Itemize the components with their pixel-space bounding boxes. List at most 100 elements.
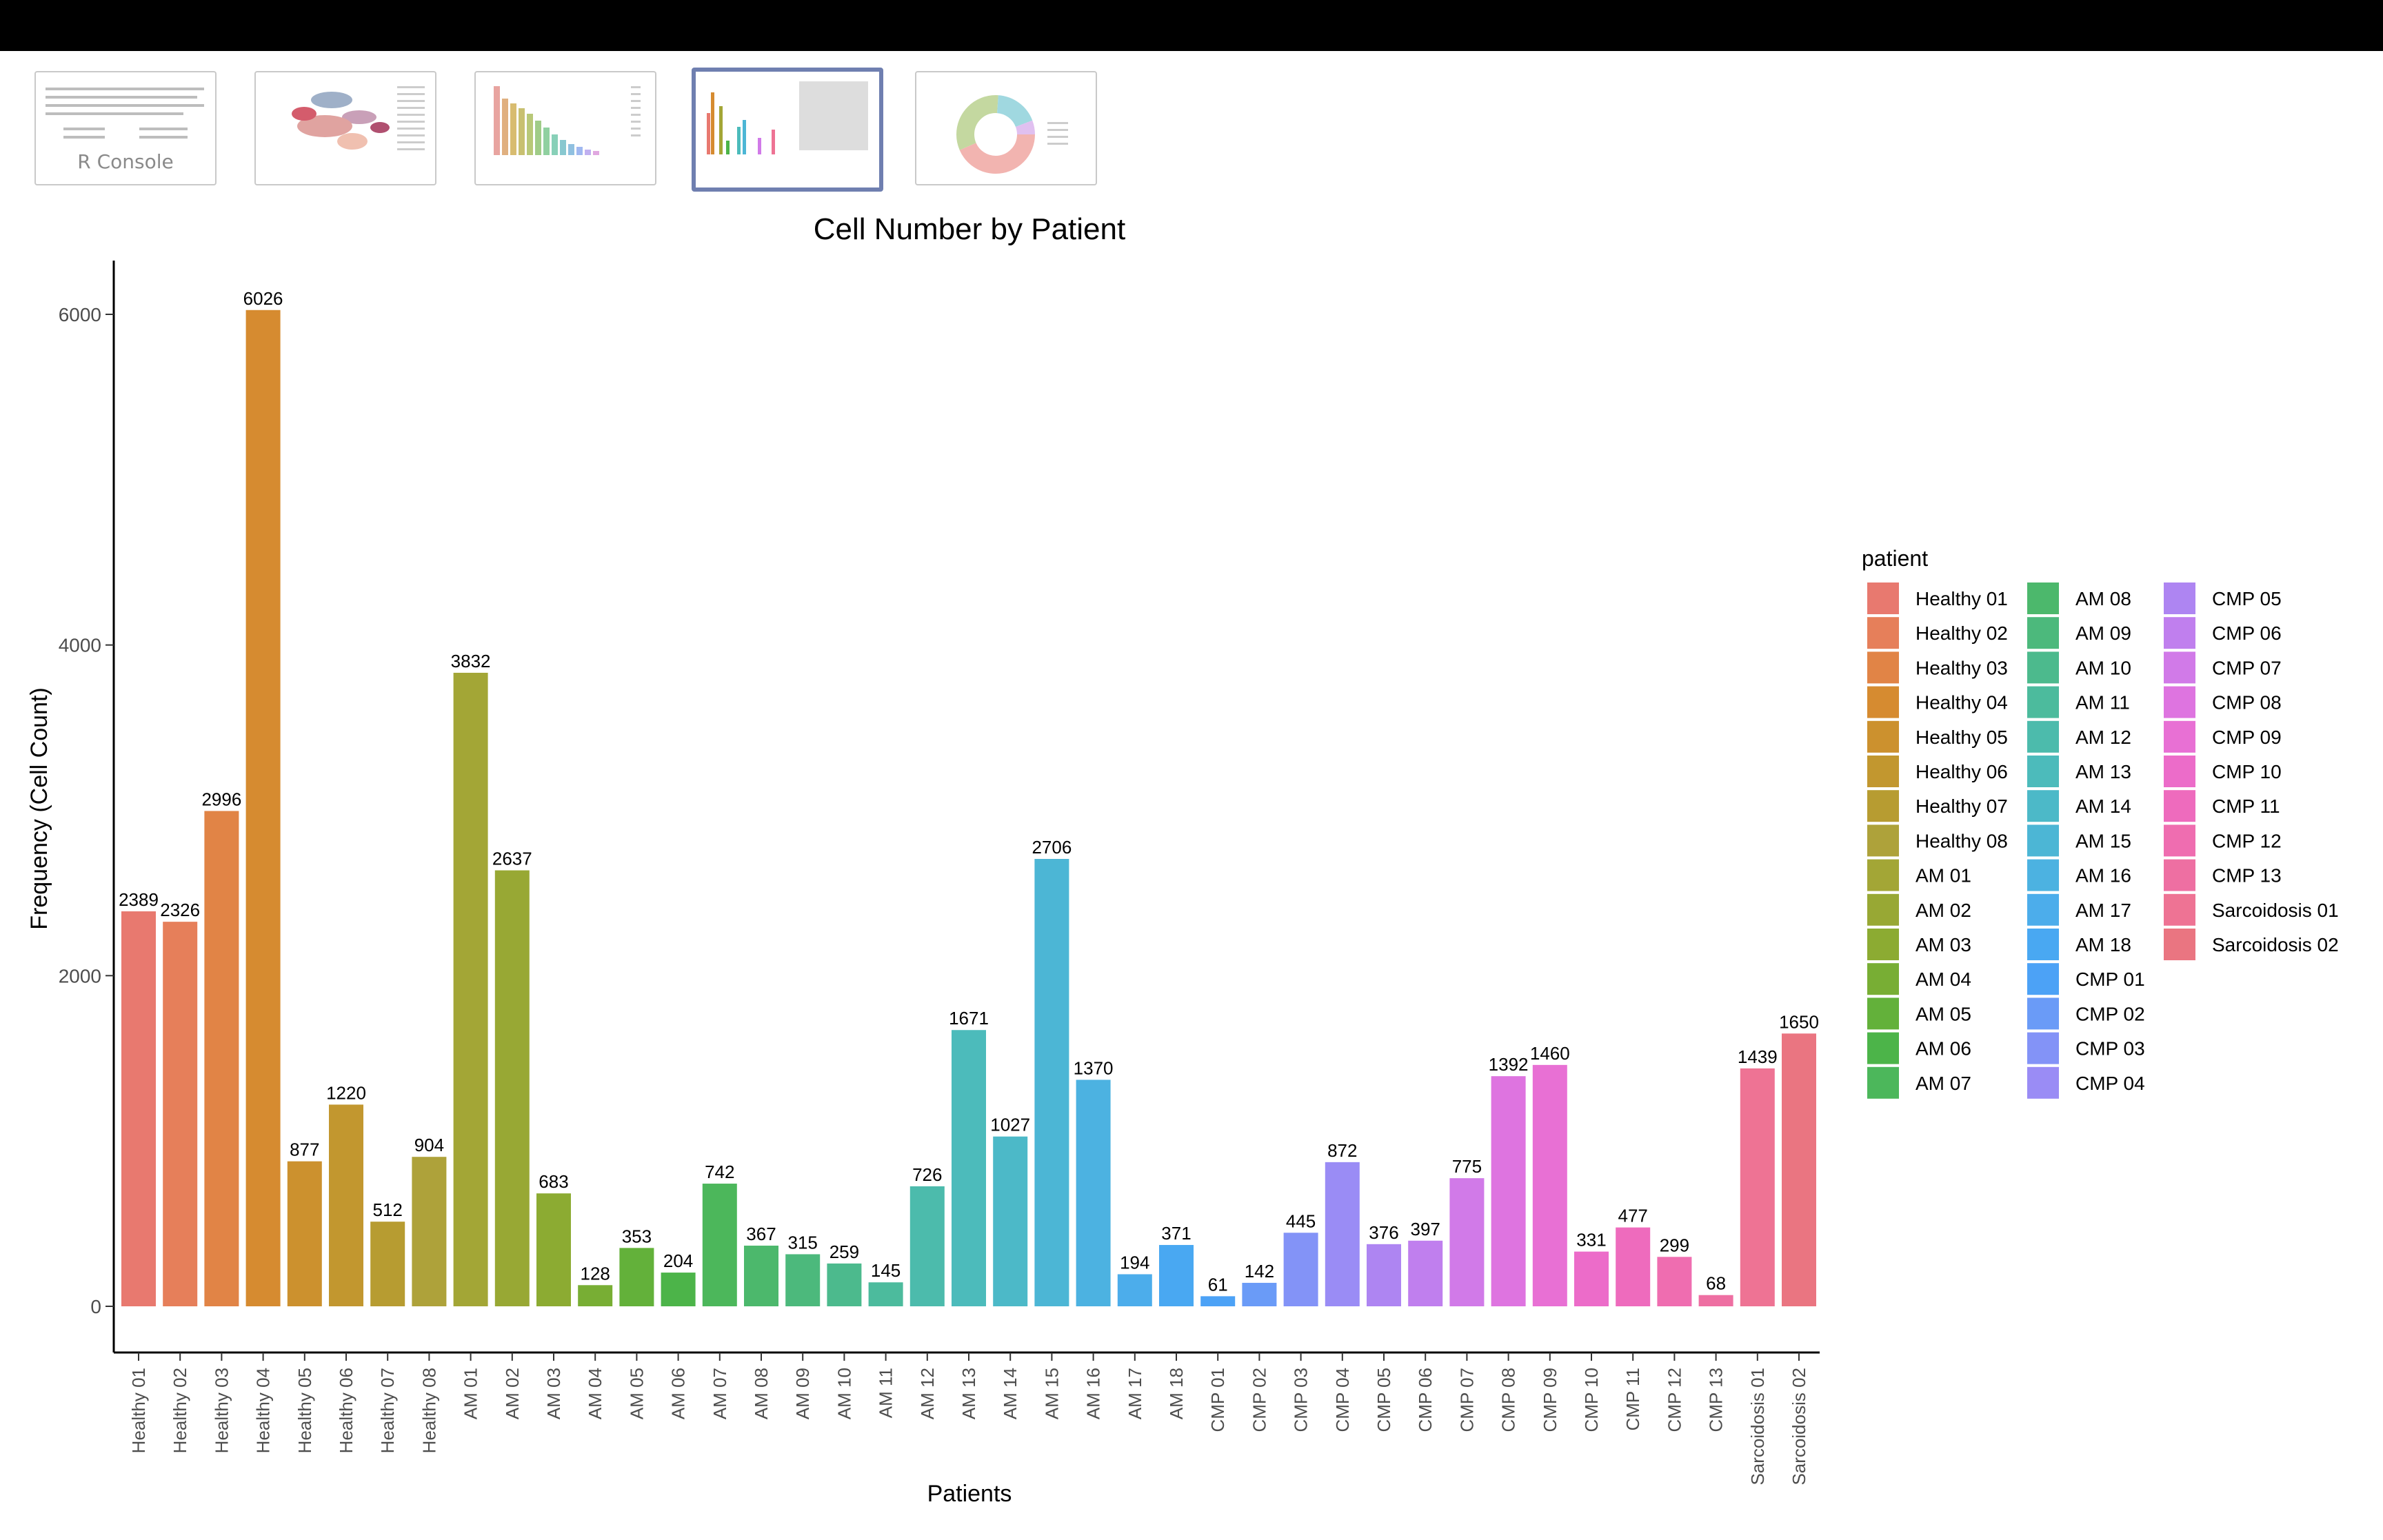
bar-value-label: 742	[705, 1162, 734, 1182]
x-tick-label: CMP 01	[1207, 1368, 1228, 1432]
x-tick-label: CMP 07	[1456, 1368, 1477, 1432]
legend-entry-label: CMP 08	[2212, 692, 2282, 713]
cluster-bar-thumb[interactable]	[474, 71, 656, 185]
legend-entry-label: CMP 13	[2212, 865, 2282, 886]
legend-entry-label: Sarcoidosis 01	[2212, 900, 2339, 921]
bar	[1740, 1068, 1775, 1306]
x-tick-label: CMP 13	[1706, 1368, 1727, 1432]
bar	[909, 1186, 945, 1306]
y-axis-label: Frequency (Cell Count)	[26, 687, 52, 929]
bar-value-label: 204	[663, 1250, 693, 1271]
bar	[1449, 1178, 1485, 1306]
bar-value-label: 259	[829, 1242, 859, 1262]
legend-swatch	[2027, 997, 2059, 1030]
legend-swatch	[1867, 859, 1899, 891]
legend-swatch	[2164, 859, 2195, 891]
bar	[536, 1193, 571, 1306]
bar	[744, 1245, 778, 1306]
legend-entry-label: CMP 06	[2212, 622, 2282, 644]
bar	[1408, 1240, 1443, 1306]
patient-bar-thumb[interactable]	[692, 68, 883, 192]
x-axis	[114, 1351, 1820, 1361]
r-console-thumb[interactable]: R Console	[34, 71, 217, 185]
x-tick-label: AM 01	[461, 1368, 481, 1419]
bar	[619, 1248, 654, 1306]
x-tick-label: CMP 08	[1498, 1368, 1519, 1432]
console-text-preview	[46, 88, 204, 139]
bar-value-label: 315	[788, 1232, 818, 1253]
bar-value-label: 1439	[1738, 1046, 1778, 1067]
legend-entry-label: AM 08	[2075, 588, 2131, 609]
bar-value-label: 1220	[326, 1082, 366, 1103]
x-tick-label: AM 02	[502, 1368, 523, 1419]
legend-swatch	[2164, 720, 2195, 753]
x-tick-label: AM 08	[751, 1368, 772, 1419]
bar	[287, 1161, 322, 1306]
x-tick-label: AM 12	[917, 1368, 938, 1419]
bar	[1076, 1080, 1111, 1306]
legend-entry-label: AM 06	[1916, 1038, 1971, 1060]
bar	[204, 811, 239, 1306]
legend-entry-label: AM 03	[1916, 934, 1971, 955]
y-tick-label: 0	[90, 1296, 101, 1317]
legend-entry-label: AM 16	[2075, 865, 2131, 886]
y-tick-label: 4000	[59, 635, 101, 656]
bar	[245, 310, 281, 1306]
bar	[1200, 1296, 1236, 1306]
x-tick-label: CMP 12	[1664, 1368, 1685, 1432]
legend-entry-label: CMP 05	[2212, 588, 2282, 609]
bar-value-label: 397	[1411, 1219, 1440, 1239]
x-tick-label: AM 07	[710, 1368, 730, 1419]
bar	[1491, 1076, 1526, 1306]
legend-entry-label: Healthy 07	[1916, 796, 2008, 817]
x-tick-label: CMP 06	[1415, 1368, 1436, 1432]
x-tick-label: AM 17	[1125, 1368, 1145, 1419]
bar	[1367, 1244, 1401, 1306]
bar	[1242, 1282, 1277, 1306]
legend-swatch	[1867, 686, 1899, 718]
bar-value-label: 512	[373, 1199, 403, 1220]
bar-value-label: 299	[1660, 1235, 1689, 1255]
bar-series	[121, 310, 1816, 1306]
legend-swatch	[2027, 617, 2059, 649]
legend-swatch	[1867, 997, 1899, 1030]
bar-value-label: 445	[1286, 1210, 1316, 1231]
x-tick-label: AM 06	[668, 1368, 689, 1419]
bar-value-label: 142	[1245, 1261, 1274, 1281]
bar-value-label: 367	[746, 1224, 776, 1244]
x-tick-label: CMP 05	[1374, 1368, 1394, 1432]
legend-swatch	[2027, 756, 2059, 787]
legend-entry-label: CMP 03	[2075, 1038, 2145, 1060]
bar	[827, 1263, 862, 1306]
bar-value-label: 872	[1327, 1140, 1357, 1161]
legend-swatch	[2027, 1066, 2059, 1099]
legend-entry-label: Healthy 03	[1916, 657, 2008, 678]
x-tick-label: AM 09	[792, 1368, 813, 1419]
legend-swatch	[2027, 790, 2059, 822]
donut-chart-thumb[interactable]	[915, 71, 1097, 185]
legend-swatch	[2027, 651, 2059, 684]
x-tick-label: Healthy 08	[419, 1368, 439, 1453]
bar	[1698, 1295, 1733, 1306]
x-tick-label: Healthy 02	[170, 1368, 190, 1453]
umap-plot-thumb[interactable]	[254, 71, 436, 185]
bar-value-label: 3832	[451, 651, 491, 671]
x-tick-label: Healthy 01	[128, 1368, 149, 1453]
legend-entry-label: CMP 04	[2075, 1073, 2145, 1094]
x-tick-label: AM 10	[834, 1368, 854, 1419]
legend-entry-label: AM 18	[2075, 934, 2131, 955]
bar-value-label: 2326	[160, 900, 200, 920]
legend-swatch	[2027, 824, 2059, 857]
legend-swatch	[2027, 859, 2059, 891]
bar	[370, 1222, 405, 1306]
bar-value-label: 145	[871, 1260, 901, 1281]
bar-value-label: 477	[1618, 1206, 1648, 1226]
legend-entry-label: CMP 10	[2212, 761, 2282, 782]
bar	[1159, 1245, 1194, 1306]
legend-swatch	[1867, 720, 1899, 753]
legend-swatch	[1867, 1032, 1899, 1064]
bar-value-label: 6026	[243, 288, 283, 309]
legend-swatch	[2027, 686, 2059, 718]
bar-value-label: 128	[581, 1263, 610, 1284]
bar	[1034, 859, 1069, 1306]
